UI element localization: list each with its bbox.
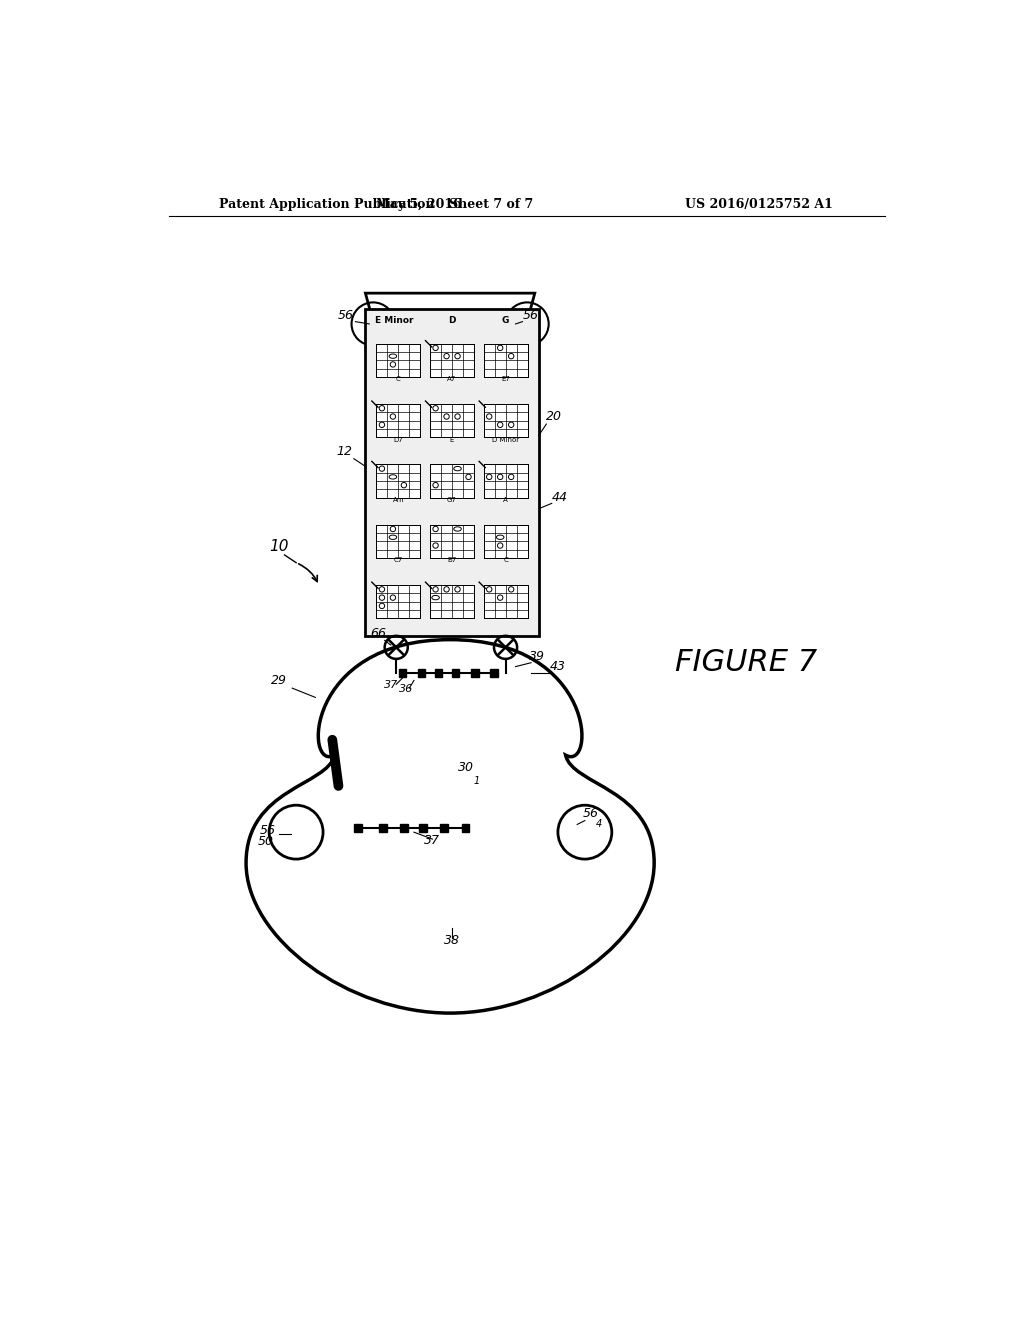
Text: 56: 56 [523, 309, 539, 322]
Text: D7: D7 [393, 437, 403, 442]
Text: Am: Am [392, 496, 404, 503]
Bar [483, 585, 527, 618]
Bar [418, 669, 425, 677]
Text: D: D [449, 315, 456, 325]
Text: 56: 56 [583, 807, 599, 820]
Text: 38: 38 [444, 933, 461, 946]
Bar [366, 309, 539, 636]
Text: 4: 4 [596, 818, 602, 829]
Text: Patent Application Publication: Patent Application Publication [219, 198, 434, 211]
Bar [483, 465, 527, 498]
Bar [400, 825, 408, 832]
Text: E Minor: E Minor [375, 315, 414, 325]
Text: A: A [504, 496, 508, 503]
Text: C: C [504, 557, 508, 564]
Text: 66: 66 [371, 627, 386, 640]
Bar [398, 669, 407, 677]
Text: D Minor: D Minor [493, 437, 519, 442]
Text: G7: G7 [447, 496, 457, 503]
Text: C: C [396, 376, 400, 383]
Text: 56: 56 [338, 309, 354, 322]
Text: FIGURE 7: FIGURE 7 [676, 648, 817, 677]
Bar [490, 669, 498, 677]
Text: 36: 36 [399, 684, 414, 694]
Bar [430, 343, 474, 376]
Text: 29: 29 [271, 673, 287, 686]
Text: 56: 56 [260, 825, 275, 837]
Bar [462, 825, 469, 832]
Text: B7: B7 [447, 557, 457, 564]
Text: 37: 37 [424, 834, 440, 846]
Text: May 5, 2016: May 5, 2016 [377, 198, 462, 211]
Bar [471, 669, 478, 677]
Bar [377, 585, 420, 618]
Text: 37: 37 [384, 680, 398, 690]
Text: 44: 44 [552, 491, 568, 504]
Text: 10: 10 [269, 539, 289, 554]
Text: G: G [502, 315, 509, 325]
Bar [377, 465, 420, 498]
Bar [419, 825, 427, 832]
Bar [483, 404, 527, 437]
Text: Sheet 7 of 7: Sheet 7 of 7 [449, 198, 534, 211]
Text: US 2016/0125752 A1: US 2016/0125752 A1 [685, 198, 833, 211]
Text: E: E [450, 437, 455, 442]
Bar [430, 585, 474, 618]
Text: 39: 39 [529, 651, 545, 664]
Bar [377, 525, 420, 558]
Text: A7: A7 [447, 376, 457, 383]
PathPatch shape [246, 640, 654, 1014]
Bar [379, 825, 387, 832]
Bar [377, 404, 420, 437]
Bar [440, 825, 447, 832]
Bar [483, 525, 527, 558]
Text: 50: 50 [257, 836, 273, 849]
Bar [452, 669, 460, 677]
Bar [483, 343, 527, 376]
Bar [430, 404, 474, 437]
Bar [435, 669, 442, 677]
Text: 30: 30 [458, 760, 473, 774]
Bar [377, 343, 420, 376]
Text: E7: E7 [501, 376, 510, 383]
Text: 20: 20 [546, 411, 562, 424]
Text: 43: 43 [550, 660, 566, 673]
Bar [354, 825, 361, 832]
Bar [430, 525, 474, 558]
Text: 12: 12 [337, 445, 352, 458]
Text: C7: C7 [394, 557, 403, 564]
Text: 1: 1 [474, 776, 480, 785]
Bar [430, 465, 474, 498]
